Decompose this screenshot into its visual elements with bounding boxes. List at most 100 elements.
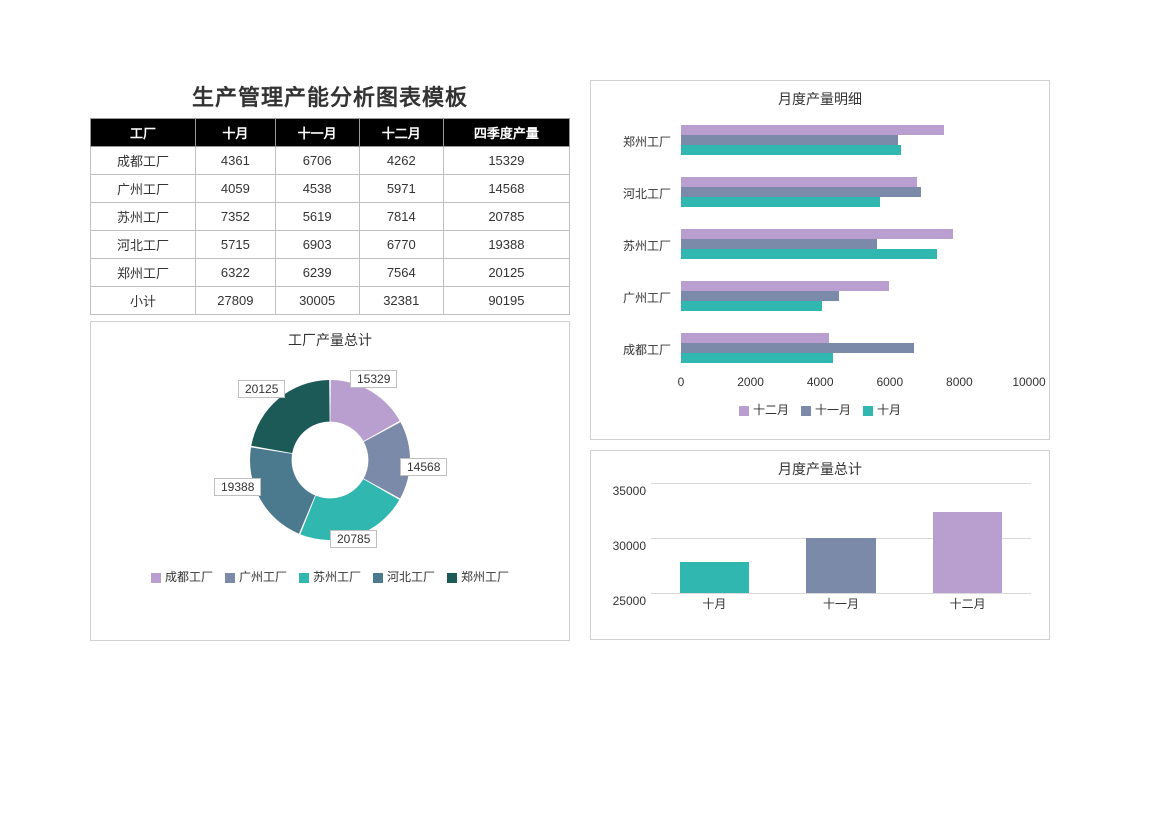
column-chart: 月度产量总计 250003000035000 十月十一月十二月	[590, 450, 1050, 640]
table-row: 河北工厂57156903677019388	[91, 231, 570, 259]
hbar-xtick: 4000	[807, 375, 834, 389]
legend-item: 成都工厂	[151, 568, 213, 585]
legend-swatch	[801, 406, 811, 416]
column-ytick: 35000	[601, 484, 646, 498]
table-cell: 30005	[275, 287, 359, 315]
legend-swatch	[225, 573, 235, 583]
hbar-bar	[681, 125, 944, 135]
table-row: 广州工厂40594538597114568	[91, 175, 570, 203]
table-cell: 广州工厂	[91, 175, 196, 203]
table-cell: 小计	[91, 287, 196, 315]
donut-value-label: 20785	[330, 530, 377, 548]
table-header: 十一月	[275, 119, 359, 147]
table-header: 十二月	[359, 119, 443, 147]
hbar-bar	[681, 249, 937, 259]
column-gridline	[651, 593, 1031, 594]
hbar-legend: 十二月十一月十月	[591, 401, 1049, 418]
hbar-xtick: 10000	[1012, 375, 1045, 389]
page-title: 生产管理产能分析图表模板	[90, 80, 570, 112]
column-xlabel: 十月	[702, 595, 726, 612]
donut-legend: 成都工厂广州工厂苏州工厂河北工厂郑州工厂	[91, 568, 569, 585]
table-row: 成都工厂43616706426215329	[91, 147, 570, 175]
table-cell: 15329	[443, 147, 569, 175]
table-cell: 6239	[275, 259, 359, 287]
table-cell: 5971	[359, 175, 443, 203]
table-cell: 郑州工厂	[91, 259, 196, 287]
table-header: 十月	[196, 119, 275, 147]
table-cell: 14568	[443, 175, 569, 203]
table-row: 苏州工厂73525619781420785	[91, 203, 570, 231]
legend-item: 十月	[863, 401, 901, 418]
table-cell: 4361	[196, 147, 275, 175]
donut-value-label: 20125	[238, 380, 285, 398]
table-cell: 7564	[359, 259, 443, 287]
hbar-bar	[681, 177, 917, 187]
column-bar	[933, 512, 1003, 593]
hbar-title: 月度产量明细	[591, 89, 1049, 109]
table-cell: 7352	[196, 203, 275, 231]
table-cell: 6770	[359, 231, 443, 259]
legend-swatch	[739, 406, 749, 416]
table-cell: 6706	[275, 147, 359, 175]
legend-swatch	[447, 573, 457, 583]
hbar-xtick: 8000	[946, 375, 973, 389]
hbar-xtick: 2000	[737, 375, 764, 389]
column-ytick: 25000	[601, 594, 646, 608]
hbar-bar	[681, 301, 822, 311]
table-cell: 6322	[196, 259, 275, 287]
table-cell: 4262	[359, 147, 443, 175]
column-title: 月度产量总计	[591, 459, 1049, 479]
hbar-bar	[681, 281, 889, 291]
hbar-chart: 月度产量明细 郑州工厂河北工厂苏州工厂广州工厂成都工厂 0 2000 4000 600…	[590, 80, 1050, 440]
table-cell: 7814	[359, 203, 443, 231]
hbar-bar	[681, 291, 839, 301]
table-cell: 20125	[443, 259, 569, 287]
hbar-bar	[681, 187, 921, 197]
donut-value-label: 14568	[400, 458, 447, 476]
table-cell: 19388	[443, 231, 569, 259]
hbar-xtick: 6000	[876, 375, 903, 389]
legend-swatch	[151, 573, 161, 583]
hbar-bar	[681, 135, 898, 145]
production-table: 工厂十月十一月十二月四季度产量 成都工厂43616706426215329广州工…	[90, 118, 570, 315]
legend-item: 十一月	[801, 401, 851, 418]
hbar-category-label: 广州工厂	[601, 289, 671, 306]
hbar-bar	[681, 343, 914, 353]
hbar-bar	[681, 353, 833, 363]
table-cell: 32381	[359, 287, 443, 315]
hbar-xtick: 0	[678, 375, 685, 389]
column-xlabel: 十二月	[950, 595, 986, 612]
column-bar	[680, 562, 750, 593]
column-xlabel: 十一月	[823, 595, 859, 612]
donut-value-label: 15329	[350, 370, 397, 388]
legend-swatch	[863, 406, 873, 416]
table-cell: 90195	[443, 287, 569, 315]
table-cell: 4059	[196, 175, 275, 203]
table-row: 小计27809300053238190195	[91, 287, 570, 315]
hbar-category-label: 郑州工厂	[601, 133, 671, 150]
hbar-bar	[681, 197, 880, 207]
table-cell: 4538	[275, 175, 359, 203]
column-gridline	[651, 483, 1031, 484]
legend-item: 郑州工厂	[447, 568, 509, 585]
hbar-category-label: 成都工厂	[601, 341, 671, 358]
table-cell: 河北工厂	[91, 231, 196, 259]
table-cell: 苏州工厂	[91, 203, 196, 231]
donut-title: 工厂产量总计	[91, 330, 569, 350]
legend-item: 河北工厂	[373, 568, 435, 585]
legend-item: 广州工厂	[225, 568, 287, 585]
table-cell: 5715	[196, 231, 275, 259]
donut-value-label: 19388	[214, 478, 261, 496]
hbar-bar	[681, 229, 953, 239]
table-header: 四季度产量	[443, 119, 569, 147]
hbar-bar	[681, 333, 829, 343]
legend-swatch	[373, 573, 383, 583]
table-cell: 成都工厂	[91, 147, 196, 175]
hbar-bar	[681, 145, 901, 155]
hbar-category-label: 河北工厂	[601, 185, 671, 202]
legend-swatch	[299, 573, 309, 583]
table-row: 郑州工厂63226239756420125	[91, 259, 570, 287]
hbar-bar	[681, 239, 877, 249]
table-cell: 6903	[275, 231, 359, 259]
hbar-category-label: 苏州工厂	[601, 237, 671, 254]
